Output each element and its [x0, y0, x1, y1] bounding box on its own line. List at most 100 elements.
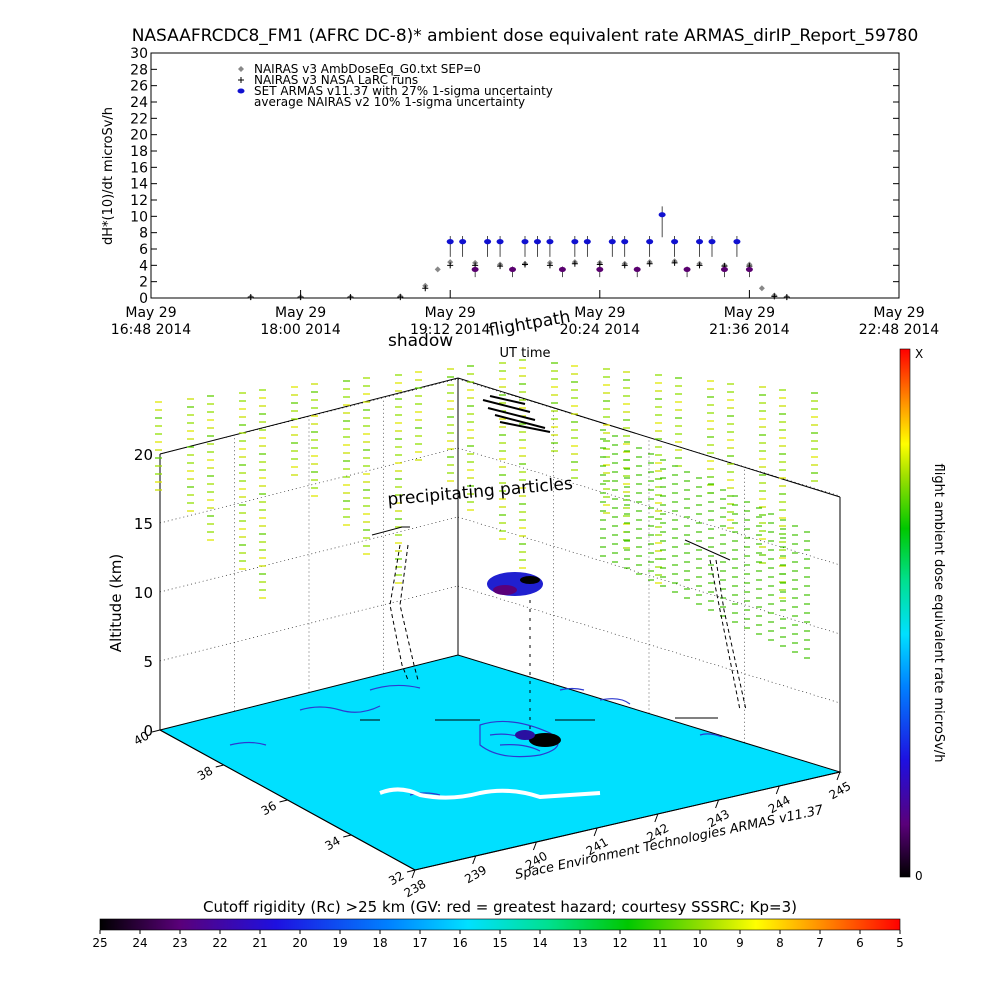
shadow-label: shadow — [388, 331, 453, 351]
y-tick-label: 26 — [130, 79, 148, 95]
point-dot — [533, 239, 541, 245]
x-tick-label: 21:36 2014 — [709, 322, 790, 338]
grid-line — [159, 378, 459, 455]
point-diamond — [447, 259, 454, 266]
lon-tick-label: 239 — [462, 863, 489, 887]
point-dot — [608, 239, 616, 245]
rigidity-tick-label: 15 — [492, 936, 507, 950]
rigidity-tick-label: 24 — [132, 936, 147, 950]
data-series — [247, 212, 790, 301]
point-diamond — [758, 285, 765, 292]
y-tick-label: 28 — [130, 62, 148, 78]
x-tick-label: 22:48 2014 — [859, 322, 940, 338]
point-plus — [596, 261, 603, 268]
plot-frame — [150, 52, 900, 299]
rigidity-tick-label: 18 — [372, 936, 387, 950]
z-tick-label: 10 — [134, 584, 153, 602]
z-axis: 0 5 10 15 20 — [134, 446, 153, 740]
colorbar-label: flight ambient dose equivalent rate micr… — [931, 464, 946, 763]
x-tick-label: May 29 — [724, 305, 775, 321]
lat-tick-label: 40 — [131, 728, 151, 748]
x-tick-label: May 29 — [125, 305, 176, 321]
y-tick-label: 16 — [130, 160, 148, 176]
grid-line — [159, 447, 459, 524]
point-plus — [297, 294, 304, 301]
lat-tick-label: 36 — [259, 798, 279, 818]
lat-tick — [343, 834, 352, 838]
flight-path — [360, 526, 747, 740]
point-plus — [546, 262, 553, 269]
point-dot — [571, 239, 579, 245]
point-dot — [521, 239, 529, 245]
grid-line — [159, 585, 459, 662]
rigidity-tick-label: 19 — [332, 936, 347, 950]
lon-tick — [411, 869, 416, 879]
lat-tick — [406, 869, 416, 873]
x-tick-label: 16:48 2014 — [111, 322, 192, 338]
grid-line — [457, 585, 841, 704]
grid-line — [457, 516, 841, 635]
lat-tick — [279, 799, 288, 803]
x-tick-label: 20:24 2014 — [560, 322, 641, 338]
y-tick-label: 18 — [130, 144, 148, 160]
rigidity-colorbar-title: Cutoff rigidity (Rc) >25 km (GV: red = g… — [203, 898, 797, 916]
point-dot — [708, 239, 716, 245]
rigidity-tick-label: 10 — [692, 936, 707, 950]
dose-colorbar: X 0 flight ambient dose equivalent rate … — [899, 347, 946, 883]
shadow-cluster — [482, 395, 551, 433]
point-dot — [558, 266, 566, 273]
lon-tick — [836, 771, 841, 781]
legend-label: SET ARMAS v11.37 with 27% 1-sigma uncert… — [254, 84, 553, 98]
rigidity-tick-label: 21 — [252, 936, 267, 950]
point-dot — [446, 239, 454, 245]
x-tick-label: 18:00 2014 — [260, 322, 341, 338]
point-dot — [583, 239, 591, 245]
point-dot — [658, 212, 666, 218]
lon-tick — [472, 855, 477, 865]
point-dot — [733, 239, 741, 245]
legend-marker — [238, 77, 244, 83]
point-dot — [596, 266, 604, 273]
precipitating-particles — [155, 359, 818, 659]
point-diamond — [434, 266, 441, 273]
x-tick-label: May 29 — [574, 305, 625, 321]
x-axis-label: UT time — [500, 346, 551, 361]
lat-tick-label: 38 — [195, 763, 215, 783]
point-plus — [497, 263, 504, 270]
point-plus — [347, 294, 354, 301]
y-tick-label: 4 — [139, 258, 148, 274]
point-plus — [447, 262, 454, 269]
z-tick-label: 20 — [134, 446, 153, 464]
rigidity-tick-label: 12 — [612, 936, 627, 950]
y-tick-label: 6 — [139, 242, 148, 258]
rigidity-ticks: 25 24 23 22 21 20 19 18 17 16 15 14 13 12 11 10 9 8 7 6 5 — [92, 930, 904, 950]
lat-tick — [151, 729, 161, 733]
x-tick-label: 19:12 2014 — [410, 322, 491, 338]
point-plus — [397, 294, 404, 301]
grid-line — [457, 378, 841, 497]
point-dot — [621, 239, 629, 245]
precipitating-label: precipitating particles — [387, 474, 574, 510]
point-plus — [621, 262, 628, 269]
x-tick-label: May 29 — [275, 305, 326, 321]
series-1 — [247, 259, 790, 301]
point-plus — [646, 260, 653, 267]
3d-grid — [159, 378, 841, 773]
legend-label: NAIRAS v3 AmbDoseEq_G0.txt SEP=0 — [254, 62, 481, 76]
lat-tick-label: 34 — [323, 833, 343, 853]
flight-data-cluster — [487, 572, 561, 747]
lat-tick — [215, 764, 224, 768]
z-axis-label: Altitude (km) — [107, 554, 125, 652]
point-dot — [671, 239, 679, 245]
lon-tick-label: 245 — [827, 779, 854, 803]
z-tick-label: 5 — [143, 653, 153, 671]
y-tick-label: 30 — [130, 46, 148, 62]
grid-line — [159, 654, 459, 731]
point-plus — [771, 293, 778, 300]
rigidity-tick-label: 5 — [896, 936, 904, 950]
rigidity-tick-label: 23 — [172, 936, 187, 950]
rigidity-tick-label: 14 — [532, 936, 547, 950]
